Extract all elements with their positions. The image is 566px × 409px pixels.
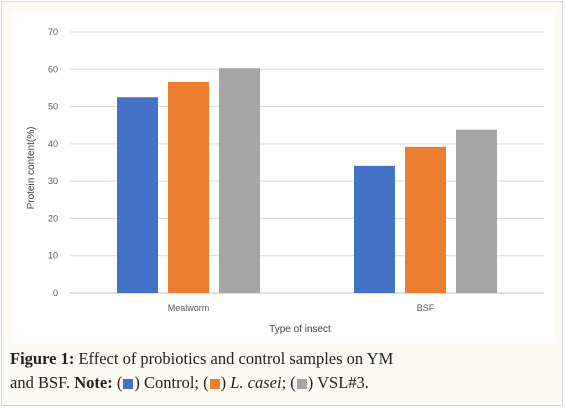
note-after-casei: ; ( (281, 373, 296, 392)
vsl3-swatch (296, 379, 307, 389)
bar-bsf-control (354, 165, 395, 293)
y-axis-title: Protein content(%) (26, 127, 37, 210)
control-swatch (123, 379, 134, 389)
note-casei: L. casei (230, 373, 282, 392)
bar-mealworm-control (117, 97, 158, 293)
bar-bsf-vsl-3 (456, 129, 497, 293)
chart-panel: 0 10 20 30 40 50 60 70 Mealworm BSF Protein cont… (13, 12, 555, 343)
y-tick-labels: 0 10 20 30 40 50 60 70 (48, 27, 58, 298)
note-open-paren: ( (112, 373, 123, 392)
y-tick-label: 10 (48, 251, 58, 261)
x-tick-label: Mealworm (168, 303, 210, 313)
note-control: ) Control; ( (134, 373, 209, 392)
y-tick-label: 40 (48, 139, 58, 149)
bar-mealworm-vsl-3 (219, 68, 260, 293)
bar-mealworm-l-casei (168, 81, 209, 293)
x-tick-label: BSF (417, 303, 435, 313)
y-tick-label: 30 (48, 176, 58, 186)
figure-label: Figure 1: (10, 349, 75, 368)
x-tick-labels: Mealworm BSF (168, 303, 435, 313)
note-label: Note: (74, 373, 113, 392)
bar-chart: 0 10 20 30 40 50 60 70 Mealworm BSF Protein cont… (26, 27, 544, 335)
caption-line2: and BSF. (10, 373, 75, 392)
bar-bsf-l-casei (405, 146, 446, 293)
y-tick-label: 70 (48, 27, 58, 37)
casei-swatch (209, 379, 220, 389)
note-vsl3: ) VSL#3. (307, 373, 369, 392)
y-tick-label: 20 (48, 213, 58, 223)
y-tick-label: 60 (48, 64, 58, 74)
y-tick-label: 50 (48, 102, 58, 112)
caption-line1: Effect of probiotics and control samples… (74, 349, 394, 368)
y-tick-label: 0 (53, 288, 58, 298)
bars (117, 68, 497, 293)
figure-caption: Figure 1: Effect of probiotics and contr… (10, 349, 394, 392)
x-axis-title: Type of insect (269, 324, 331, 335)
